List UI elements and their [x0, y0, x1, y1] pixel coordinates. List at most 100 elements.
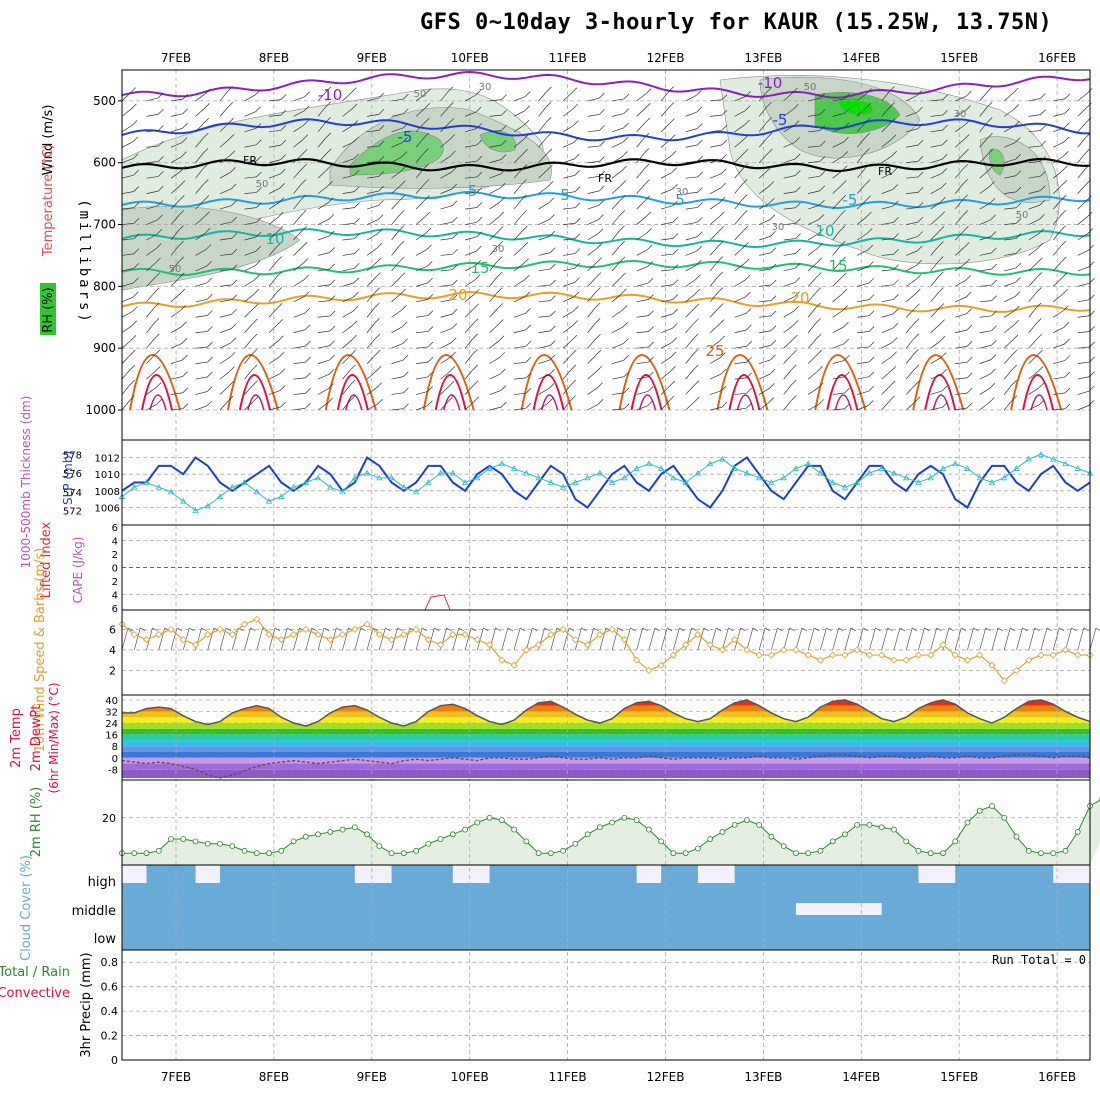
wind-barb-flag	[497, 241, 503, 247]
wind-barb	[930, 373, 942, 380]
wind-barb	[146, 176, 159, 179]
surface-wind-barb-flag	[1071, 627, 1077, 632]
wind-barb-flag	[374, 287, 381, 293]
wind-barb	[930, 231, 940, 241]
wind-barb	[562, 384, 571, 395]
wind-barb	[661, 284, 674, 287]
wind-barb	[930, 246, 939, 256]
wind-barb	[121, 400, 130, 411]
wind-barb	[857, 390, 869, 395]
wind-barb	[219, 313, 232, 318]
surface-wind-barb-flag	[1059, 627, 1065, 632]
wind-barb	[930, 357, 942, 364]
wind-speed-point	[1012, 666, 1021, 675]
wind-barb-flag	[451, 200, 458, 206]
wind-barb	[808, 204, 820, 210]
wind-barb	[244, 385, 253, 395]
rh-point	[940, 850, 946, 857]
wind-speed-point	[792, 646, 800, 654]
wind-barb-flag	[202, 163, 209, 170]
surface-wind-barb-flag	[789, 627, 795, 632]
wind-barb	[563, 253, 576, 256]
slp-tick-label: 1010	[95, 470, 120, 481]
surface-wind-barb-flag	[189, 627, 195, 632]
wind-barb	[906, 279, 917, 287]
thickness-point	[952, 460, 959, 467]
wind-barb-flag	[204, 88, 211, 95]
wind-barb	[636, 122, 646, 133]
wind-barb-flag	[1064, 403, 1071, 410]
wind-barb	[1077, 249, 1089, 256]
wind-speed-point	[473, 636, 481, 644]
wind-barb-flag	[424, 195, 430, 201]
wind-barb-flag	[1039, 214, 1045, 220]
wind-barb-flag	[1040, 140, 1046, 147]
wind-barb-flag	[792, 334, 798, 341]
wind-barb-flag	[594, 302, 601, 309]
wind-barb-flag	[571, 87, 578, 94]
wind-barb-flag	[403, 93, 409, 100]
wind-barb-flag	[573, 120, 579, 126]
wind-barb	[1077, 184, 1087, 194]
wind-barb	[293, 407, 306, 411]
rh-area	[122, 800, 1100, 865]
thickness-point	[265, 497, 273, 504]
wind-barb	[195, 153, 204, 163]
wind-barb	[121, 158, 134, 164]
wind-barb	[758, 106, 767, 117]
wind-barb	[832, 360, 845, 364]
temperature-band	[122, 763, 1090, 770]
wind-barb	[906, 111, 918, 117]
bottom-date-label: 9FEB	[357, 1070, 387, 1084]
wind-barb-flag	[132, 136, 139, 143]
wind-barb-flag	[721, 124, 728, 131]
wind-barb-flag	[427, 277, 433, 284]
rh-point	[1050, 850, 1057, 857]
surface-wind-barb-flag	[360, 627, 366, 632]
temp-contour-30	[238, 374, 271, 411]
wind-barb	[905, 369, 915, 380]
wind-speed-point	[706, 641, 714, 649]
wind-barb-flag	[476, 245, 482, 252]
wind-barb	[244, 401, 254, 411]
temperature-contour-label: 10	[265, 230, 284, 248]
wind-barb-flag	[574, 262, 581, 269]
wind-barb-flag	[599, 185, 605, 192]
wind-barb-flag	[721, 401, 728, 408]
wind-barb-flag	[989, 197, 996, 204]
wind-barb-flag	[964, 119, 971, 126]
wind-barb-flag	[475, 106, 482, 113]
wind-barb-flag	[203, 179, 209, 185]
thickness-point	[461, 479, 469, 485]
wind-barb	[930, 308, 940, 318]
wind-barb-flag	[424, 117, 430, 124]
wind-barb	[1004, 310, 1015, 318]
wind-barb-flag	[864, 163, 871, 170]
wind-barb-flag	[521, 179, 527, 185]
wind-barb	[317, 330, 330, 334]
wind-barb-flag	[476, 139, 483, 146]
wind-barb-flag	[623, 355, 629, 361]
wind-barb	[832, 185, 842, 194]
thickness-point	[768, 479, 775, 485]
wind-barb-flag	[205, 244, 212, 250]
wind-barb	[1004, 142, 1016, 148]
wind-barb-flag	[133, 233, 140, 239]
wind-barb	[832, 408, 845, 411]
wind-barb-flag	[424, 211, 431, 217]
wind-barb	[685, 293, 696, 303]
wind-barb-flag	[156, 243, 162, 249]
wind-barb	[146, 387, 157, 395]
wind-barb-flag	[596, 242, 603, 249]
wind-barb	[734, 139, 744, 148]
wind-barb-flag	[890, 134, 897, 140]
wind-barb	[808, 175, 821, 179]
wind-barb	[318, 300, 331, 303]
wind-barb	[416, 376, 428, 380]
wind-barb-flag	[839, 225, 846, 231]
precip-convective-label: Convective	[0, 986, 70, 1001]
wind-barb	[415, 216, 426, 225]
wind-barb-flag	[475, 90, 481, 96]
wind-barb-flag	[256, 202, 262, 208]
wind-barb	[219, 385, 229, 395]
